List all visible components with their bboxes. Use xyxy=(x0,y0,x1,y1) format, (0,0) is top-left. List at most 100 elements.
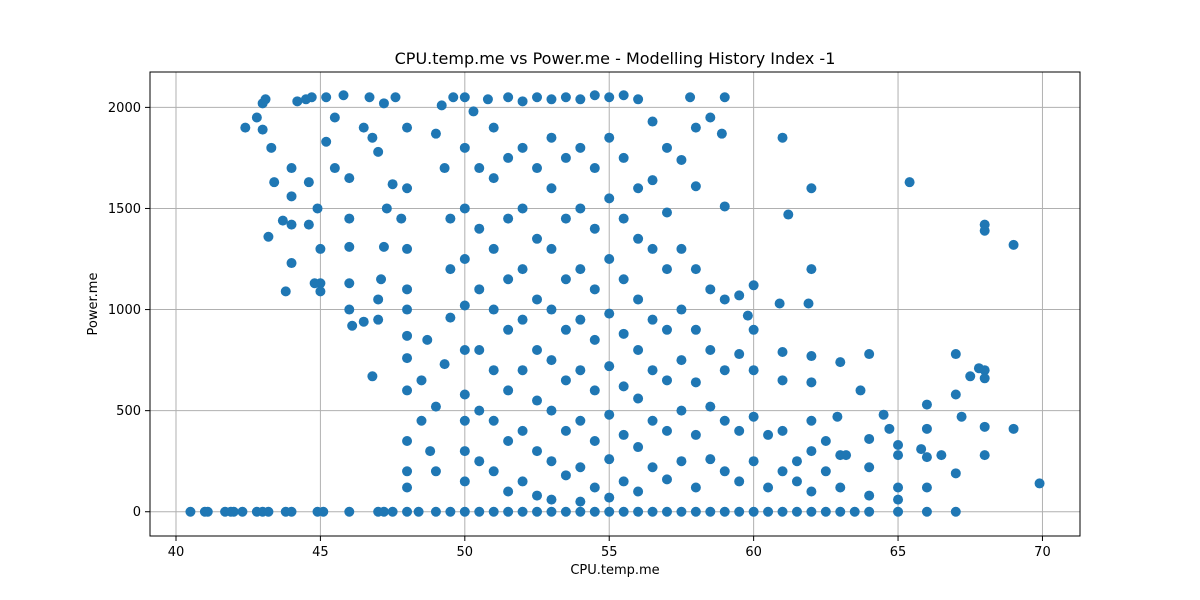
data-point xyxy=(488,304,499,315)
data-point xyxy=(321,136,332,147)
data-point xyxy=(376,274,387,285)
data-point xyxy=(661,264,672,275)
data-point xyxy=(690,324,701,335)
data-point xyxy=(705,344,716,355)
data-point xyxy=(820,466,831,477)
data-point xyxy=(690,429,701,440)
data-point xyxy=(396,213,407,224)
data-point xyxy=(777,347,788,358)
data-point xyxy=(820,506,831,517)
data-point xyxy=(280,286,291,297)
data-point xyxy=(503,435,514,446)
data-point xyxy=(228,506,239,517)
data-point xyxy=(503,385,514,396)
axis-ticks: 40 45 50 55 60 65 70 0 500 1000 1500 2000 xyxy=(108,101,1051,560)
data-point xyxy=(474,344,485,355)
x-tick-label: 40 xyxy=(168,545,185,560)
data-point xyxy=(575,365,586,376)
data-point xyxy=(309,278,320,289)
data-point xyxy=(661,142,672,153)
data-point xyxy=(661,474,672,485)
data-point xyxy=(604,409,615,420)
data-point xyxy=(633,94,644,105)
data-point xyxy=(618,328,629,339)
data-point xyxy=(864,349,875,360)
data-point xyxy=(338,90,349,101)
data-point xyxy=(266,142,277,153)
data-point xyxy=(474,284,485,295)
data-point xyxy=(546,243,557,254)
data-point xyxy=(820,435,831,446)
data-point xyxy=(806,486,817,497)
data-point xyxy=(344,506,355,517)
data-point xyxy=(430,401,441,412)
y-axis-label: Power.me xyxy=(86,273,101,336)
data-point xyxy=(318,506,329,517)
data-point xyxy=(705,506,716,517)
data-point xyxy=(618,90,629,101)
data-point xyxy=(589,223,600,234)
data-point xyxy=(546,132,557,143)
data-point xyxy=(734,290,745,301)
data-point xyxy=(589,334,600,345)
data-point xyxy=(257,124,268,135)
data-point xyxy=(488,243,499,254)
data-points xyxy=(185,90,1045,517)
data-point xyxy=(864,462,875,473)
data-point xyxy=(517,264,528,275)
data-point xyxy=(517,142,528,153)
data-point xyxy=(240,122,251,133)
data-point xyxy=(676,456,687,467)
data-point xyxy=(344,304,355,315)
data-point xyxy=(459,142,470,153)
data-point xyxy=(459,476,470,487)
data-point xyxy=(575,506,586,517)
data-point xyxy=(517,476,528,487)
data-point xyxy=(575,496,586,507)
data-point xyxy=(604,454,615,465)
data-point xyxy=(378,241,389,252)
data-point xyxy=(378,98,389,109)
data-point xyxy=(661,324,672,335)
data-point xyxy=(560,92,571,103)
data-point xyxy=(893,482,904,493)
data-point xyxy=(878,409,889,420)
data-point xyxy=(402,284,413,295)
data-point xyxy=(344,241,355,252)
data-point xyxy=(445,213,456,224)
data-point xyxy=(633,183,644,194)
data-point xyxy=(806,351,817,362)
data-point xyxy=(979,373,990,384)
data-point xyxy=(589,163,600,174)
data-point xyxy=(575,94,586,105)
data-point xyxy=(286,506,297,517)
data-point xyxy=(719,466,730,477)
data-point xyxy=(604,92,615,103)
data-point xyxy=(734,506,745,517)
data-point xyxy=(647,116,658,127)
data-point xyxy=(517,96,528,107)
data-point xyxy=(482,94,493,105)
data-point xyxy=(474,223,485,234)
data-point xyxy=(921,506,932,517)
data-point xyxy=(402,506,413,517)
data-point xyxy=(367,371,378,382)
data-point xyxy=(893,450,904,461)
data-point xyxy=(806,415,817,426)
x-tick-label: 65 xyxy=(890,545,907,560)
data-point xyxy=(589,385,600,396)
data-point xyxy=(950,468,961,479)
data-point xyxy=(263,506,274,517)
data-point xyxy=(921,423,932,434)
data-point xyxy=(402,435,413,446)
data-point xyxy=(748,280,759,291)
data-point xyxy=(286,258,297,269)
data-point xyxy=(589,482,600,493)
data-point xyxy=(344,213,355,224)
data-point xyxy=(791,506,802,517)
data-point xyxy=(575,415,586,426)
data-point xyxy=(439,163,450,174)
data-point xyxy=(716,128,727,139)
data-point xyxy=(292,96,303,107)
data-point xyxy=(488,466,499,477)
